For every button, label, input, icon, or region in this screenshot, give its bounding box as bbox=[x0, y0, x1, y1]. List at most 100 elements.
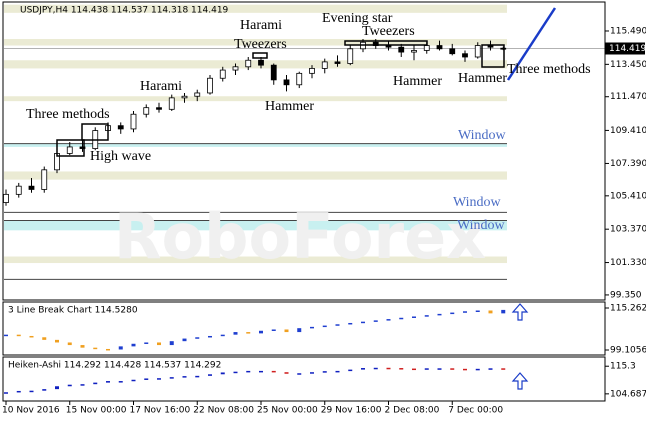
pattern-box bbox=[252, 52, 268, 59]
zone bbox=[4, 96, 507, 102]
annotation: Tweezers bbox=[362, 24, 415, 39]
linebreak-block bbox=[195, 337, 200, 339]
linebreak-block bbox=[463, 311, 467, 313]
y-tick-label: 109.410 bbox=[610, 126, 646, 136]
linebreak-block bbox=[450, 312, 455, 315]
heiken-bar bbox=[182, 376, 187, 378]
candle-body bbox=[449, 48, 456, 55]
heiken-bar bbox=[29, 390, 34, 393]
x-tick-label: 15 Nov 00:00 bbox=[66, 406, 127, 416]
y-tick-label: 101.330 bbox=[610, 258, 646, 268]
heiken-bar bbox=[16, 390, 21, 393]
y-tick-label: 115.490 bbox=[610, 26, 646, 36]
candle-body bbox=[3, 193, 9, 203]
annotation: Tweezers bbox=[234, 37, 287, 52]
linebreak-block bbox=[373, 320, 378, 322]
linebreak-block bbox=[424, 315, 429, 317]
candle-body bbox=[474, 45, 481, 58]
candle-body bbox=[321, 61, 328, 69]
y-tick-label: 111.470 bbox=[610, 92, 646, 102]
x-tick-label: 10 Nov 2016 bbox=[2, 406, 60, 416]
candle-body bbox=[245, 59, 252, 68]
zone bbox=[4, 171, 507, 180]
candle-body bbox=[28, 185, 35, 190]
linebreak-block bbox=[55, 339, 59, 343]
candle-body bbox=[232, 66, 239, 71]
candle-body bbox=[168, 97, 175, 110]
heiken-bar bbox=[4, 392, 8, 394]
heiken-bar bbox=[297, 373, 302, 375]
last-price-label: 114.419 bbox=[609, 44, 646, 54]
heiken-bar bbox=[246, 370, 251, 373]
pattern-box bbox=[56, 139, 85, 157]
y-tick-label: 115.2624 bbox=[610, 303, 646, 313]
linebreak-block bbox=[233, 332, 238, 335]
annotation: Harami bbox=[140, 79, 182, 94]
background-layer bbox=[4, 4, 605, 280]
heiken-bar bbox=[220, 372, 225, 375]
linebreak-block bbox=[169, 341, 174, 346]
candle-body bbox=[194, 92, 201, 97]
linebreak-block bbox=[310, 326, 314, 329]
linebreak-block bbox=[412, 316, 416, 318]
candle-body bbox=[41, 169, 48, 190]
y-tick-label: 99.1056 bbox=[610, 345, 646, 355]
panel-title: 3 Line Break Chart 114.5280 bbox=[8, 306, 138, 316]
heiken-bar bbox=[157, 378, 161, 380]
linebreak-block bbox=[29, 335, 34, 338]
candle-body bbox=[385, 45, 392, 48]
annotation: Hammer bbox=[458, 71, 507, 86]
pattern-box bbox=[344, 40, 428, 46]
linebreak-block bbox=[361, 321, 365, 324]
heiken-bar bbox=[144, 378, 149, 380]
annotation: Three methods bbox=[507, 62, 591, 77]
heiken-bar bbox=[335, 370, 340, 373]
candle-body bbox=[79, 146, 86, 149]
linebreak-block bbox=[271, 329, 276, 331]
linebreak-block bbox=[437, 313, 442, 316]
heiken-bar bbox=[373, 367, 378, 370]
linebreak-block bbox=[131, 343, 136, 347]
heiken-bar bbox=[233, 371, 238, 374]
candle-body bbox=[398, 46, 405, 53]
x-tick-label: 25 Nov 00:00 bbox=[257, 406, 318, 416]
linebreak-block bbox=[246, 332, 251, 334]
heiken-bar bbox=[437, 368, 442, 370]
heiken-bar bbox=[80, 384, 85, 386]
annotation: Hammer bbox=[393, 74, 442, 89]
heiken-bar bbox=[310, 372, 314, 374]
y-tick-label: 105.410 bbox=[610, 191, 646, 201]
x-tick-label: 22 Nov 08:00 bbox=[193, 406, 254, 416]
heiken-bar bbox=[284, 372, 289, 374]
heiken-bar bbox=[195, 375, 200, 378]
linebreak-panel-frame bbox=[2, 301, 606, 356]
annotation: High wave bbox=[90, 149, 151, 164]
zone bbox=[4, 4, 507, 13]
heiken-bar bbox=[450, 368, 455, 370]
up-arrow bbox=[511, 303, 529, 321]
main-panel-frame bbox=[2, 1, 606, 301]
candle-body bbox=[117, 125, 124, 130]
y-tick-label: 115.3 bbox=[610, 362, 636, 372]
linebreak-block bbox=[208, 335, 212, 338]
candle-body bbox=[283, 79, 290, 86]
linebreak-block bbox=[16, 334, 21, 337]
heiken-bar bbox=[322, 371, 327, 373]
heiken-bar bbox=[118, 381, 123, 383]
candle-body bbox=[219, 69, 226, 79]
annotation: Window bbox=[457, 218, 506, 233]
watermark: RoboForex bbox=[114, 200, 486, 273]
heiken-bar bbox=[463, 368, 467, 371]
linebreak-block bbox=[182, 338, 187, 342]
y-tick-label: 104.687 bbox=[610, 389, 646, 399]
zone bbox=[4, 143, 507, 147]
heiken-bar bbox=[271, 370, 276, 373]
candle-body bbox=[411, 50, 417, 53]
candle-body bbox=[207, 77, 213, 94]
pattern-box bbox=[81, 123, 109, 141]
heiken-bar bbox=[361, 368, 365, 370]
candle-body bbox=[487, 45, 494, 48]
annotation: Harami bbox=[240, 18, 282, 33]
zone bbox=[4, 256, 507, 264]
heiken-bar bbox=[399, 368, 404, 370]
